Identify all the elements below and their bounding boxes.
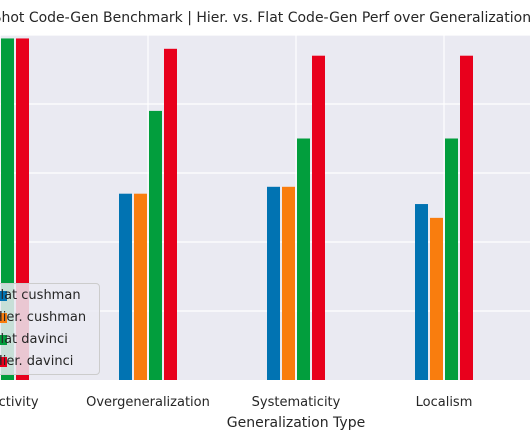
legend-swatch	[0, 357, 7, 367]
x-axis-label: Generalization Type	[227, 415, 365, 431]
legend-label: Hier. cushman	[0, 310, 87, 325]
legend-item: Flat davinci	[0, 330, 99, 350]
legend-item: Flat cushman	[0, 286, 99, 306]
x-tick-label: Localism	[416, 395, 473, 410]
bar	[445, 138, 458, 380]
legend: Flat cushman Hier. cushman Flat davinci …	[0, 283, 100, 375]
bar	[149, 110, 162, 381]
legend-label: Flat cushman	[0, 288, 81, 303]
bar	[415, 204, 428, 380]
bar	[460, 55, 473, 380]
bar	[282, 186, 295, 380]
bar	[312, 55, 325, 380]
legend-item: Hier. davinci	[0, 352, 99, 372]
chart-title: Zero-Shot Code-Gen Benchmark | Hier. vs.…	[0, 10, 530, 26]
legend-label: Hier. davinci	[0, 354, 74, 369]
x-tick-label: Productivity	[0, 395, 39, 410]
bar	[267, 186, 280, 380]
legend-item: Hier. cushman	[0, 308, 99, 328]
x-tick-label: Systematicity	[252, 395, 341, 410]
bar	[119, 193, 132, 380]
bar	[430, 217, 443, 380]
x-tick-label: Overgeneralization	[86, 395, 210, 410]
bar	[134, 193, 147, 380]
legend-label: Flat davinci	[0, 332, 68, 347]
bar	[297, 138, 310, 380]
legend-swatch	[0, 291, 7, 301]
bar	[164, 48, 177, 381]
legend-swatch	[0, 335, 7, 345]
x-tick-labels: Productivity Overgeneralization Systematic…	[0, 395, 472, 410]
legend-swatch	[0, 313, 7, 323]
